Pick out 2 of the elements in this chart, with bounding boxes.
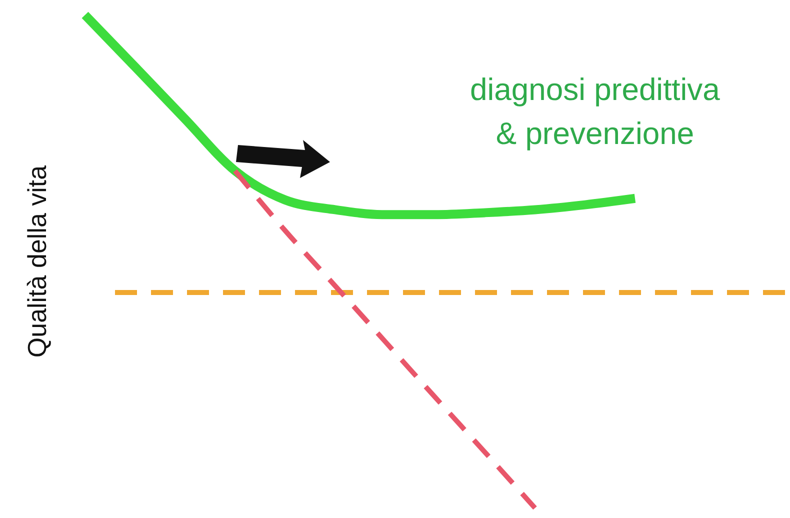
annotation: diagnosi predittiva & prevenzione [470, 72, 721, 151]
y-axis-title: Qualità della vita [22, 164, 52, 358]
